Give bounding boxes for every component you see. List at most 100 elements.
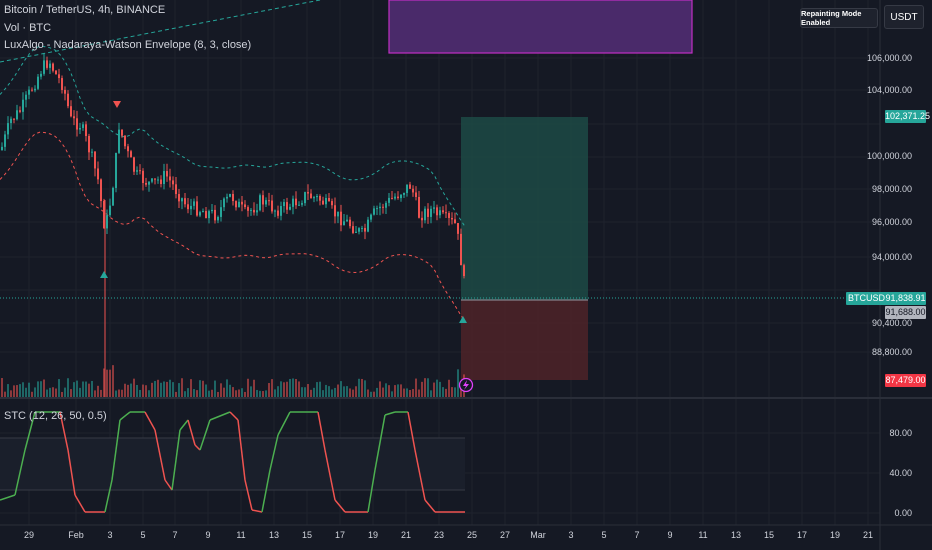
volume-bar	[292, 378, 294, 398]
candle-body	[355, 231, 357, 233]
stc-segment	[119, 411, 131, 421]
volume-bar	[121, 389, 123, 398]
candle-body	[70, 106, 72, 117]
volume-bar	[319, 381, 321, 398]
candle-body	[451, 217, 453, 220]
candle-body	[235, 201, 237, 208]
volume-bar	[241, 388, 243, 398]
symbol-title[interactable]: Bitcoin / TetherUS, 4h, BINANCE	[4, 4, 166, 16]
volume-bar	[274, 389, 276, 398]
candle-body	[223, 198, 225, 208]
candle-body	[193, 201, 195, 206]
volume-bar	[13, 385, 15, 398]
candle-body	[94, 151, 96, 169]
volume-bar	[82, 381, 84, 398]
candle-body	[154, 178, 156, 180]
volume-bar	[334, 387, 336, 398]
lightning-icon[interactable]	[458, 377, 474, 393]
candle-body	[55, 70, 57, 75]
volume-bar	[205, 384, 207, 398]
time-axis-label: 5	[140, 530, 146, 540]
candle-body	[403, 192, 405, 195]
candle-body	[298, 204, 300, 206]
candle-body	[52, 63, 54, 71]
candle-body	[217, 216, 219, 221]
volume-bar	[370, 391, 372, 398]
volume-bar	[316, 382, 318, 398]
volume-bar	[190, 379, 192, 398]
time-axis-label: 13	[730, 530, 742, 540]
candle-body	[184, 198, 186, 205]
candle-body	[256, 210, 258, 213]
volume-bar	[28, 382, 30, 398]
volume-bar	[397, 384, 399, 398]
candle-body	[328, 198, 330, 202]
candle-body	[283, 202, 285, 207]
candle-body	[436, 207, 438, 216]
volume-bar	[442, 387, 444, 398]
volume-indicator-label[interactable]: Vol · BTC	[4, 22, 52, 34]
buy-signal-marker	[459, 316, 467, 323]
stc-band	[0, 438, 465, 490]
candle-body	[364, 227, 366, 232]
candle-body	[388, 197, 390, 203]
volume-bar	[382, 387, 384, 398]
currency-button[interactable]: USDT	[884, 5, 924, 29]
candle-body	[247, 207, 249, 211]
volume-bar	[352, 389, 354, 398]
candle-body	[181, 198, 183, 202]
candle-body	[313, 197, 315, 199]
take-profit-zone	[461, 117, 588, 300]
candle-body	[85, 124, 87, 137]
stc-segment	[324, 449, 336, 501]
candle-body	[421, 217, 423, 221]
candle-body	[463, 265, 465, 277]
stc-segment	[59, 411, 69, 451]
stc-segment	[199, 419, 211, 451]
stc-segment	[111, 419, 121, 481]
candle-body	[334, 205, 336, 217]
candle-body	[28, 89, 30, 95]
stc-indicator-label[interactable]: STC (12, 26, 50, 0.5)	[4, 410, 107, 422]
time-axis-label: 17	[796, 530, 808, 540]
candle-body	[76, 118, 78, 130]
candle-body	[439, 210, 441, 216]
volume-bar	[238, 389, 240, 398]
candle-body	[25, 94, 27, 100]
volume-bar	[265, 390, 267, 398]
time-axis-label: Mar	[530, 530, 546, 540]
volume-bar	[451, 387, 453, 398]
volume-bar	[37, 381, 39, 398]
candle-body	[367, 219, 369, 232]
time-axis-label: 27	[499, 530, 511, 540]
candle-body	[409, 184, 411, 189]
volume-bar	[268, 383, 270, 398]
stc-segment	[317, 411, 326, 451]
stc-segment	[334, 499, 346, 513]
volume-bar	[421, 381, 423, 398]
volume-bar	[55, 388, 57, 398]
candle-body	[343, 221, 345, 226]
sell-signal-marker	[113, 101, 121, 108]
volume-bar	[58, 379, 60, 398]
candle-body	[160, 179, 162, 185]
current-price-label: 91,838.91	[885, 292, 926, 305]
envelope-indicator-label[interactable]: LuxAlgo - Nadaraya-Watson Envelope (8, 3…	[4, 39, 252, 51]
volume-bar	[103, 368, 105, 398]
volume-bar	[178, 383, 180, 398]
volume-bar	[40, 381, 42, 398]
candle-body	[136, 170, 138, 172]
volume-bar	[61, 391, 63, 398]
candle-body	[157, 179, 159, 181]
volume-bar	[220, 383, 222, 398]
candle-body	[127, 146, 129, 152]
candle-body	[43, 60, 45, 74]
volume-bar	[148, 390, 150, 398]
volume-bar	[388, 385, 390, 398]
candle-body	[457, 223, 459, 234]
candle-body	[169, 176, 171, 181]
volume-bar	[145, 385, 147, 398]
candle-body	[124, 135, 126, 147]
repainting-mode-button[interactable]: Repainting Mode Enabled	[800, 8, 878, 28]
